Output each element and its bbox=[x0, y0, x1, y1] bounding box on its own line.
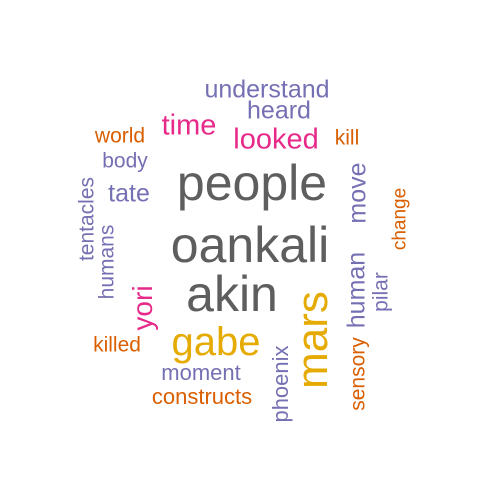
word-gabe: gabe bbox=[171, 320, 261, 364]
word-kill: kill bbox=[334, 126, 360, 150]
word-tate: tate bbox=[108, 179, 150, 208]
word-yori: yori bbox=[127, 285, 158, 331]
word-people: people bbox=[176, 155, 328, 211]
word-body: body bbox=[102, 149, 148, 173]
word-heard: heard bbox=[247, 96, 311, 125]
word-pilar: pilar bbox=[369, 272, 393, 312]
word-understand: understand bbox=[204, 75, 330, 104]
word-looked: looked bbox=[233, 123, 319, 156]
word-move: move bbox=[343, 162, 372, 224]
word-moment: moment bbox=[161, 360, 241, 385]
word-change: change bbox=[389, 187, 411, 251]
word-phoenix: phoenix bbox=[268, 345, 293, 423]
word-mars: mars bbox=[288, 291, 337, 389]
word-humans: humans bbox=[95, 224, 119, 300]
word-akin: akin bbox=[186, 266, 278, 322]
word-killed: killed bbox=[93, 333, 141, 357]
word-constructs: constructs bbox=[151, 384, 253, 409]
word-tentacles: tentacles bbox=[75, 176, 99, 262]
word-sensory: sensory bbox=[346, 337, 370, 411]
word-world: world bbox=[94, 124, 146, 148]
word-human: human bbox=[342, 251, 371, 329]
word-oankali: oankali bbox=[170, 217, 330, 273]
word-time: time bbox=[161, 109, 217, 142]
